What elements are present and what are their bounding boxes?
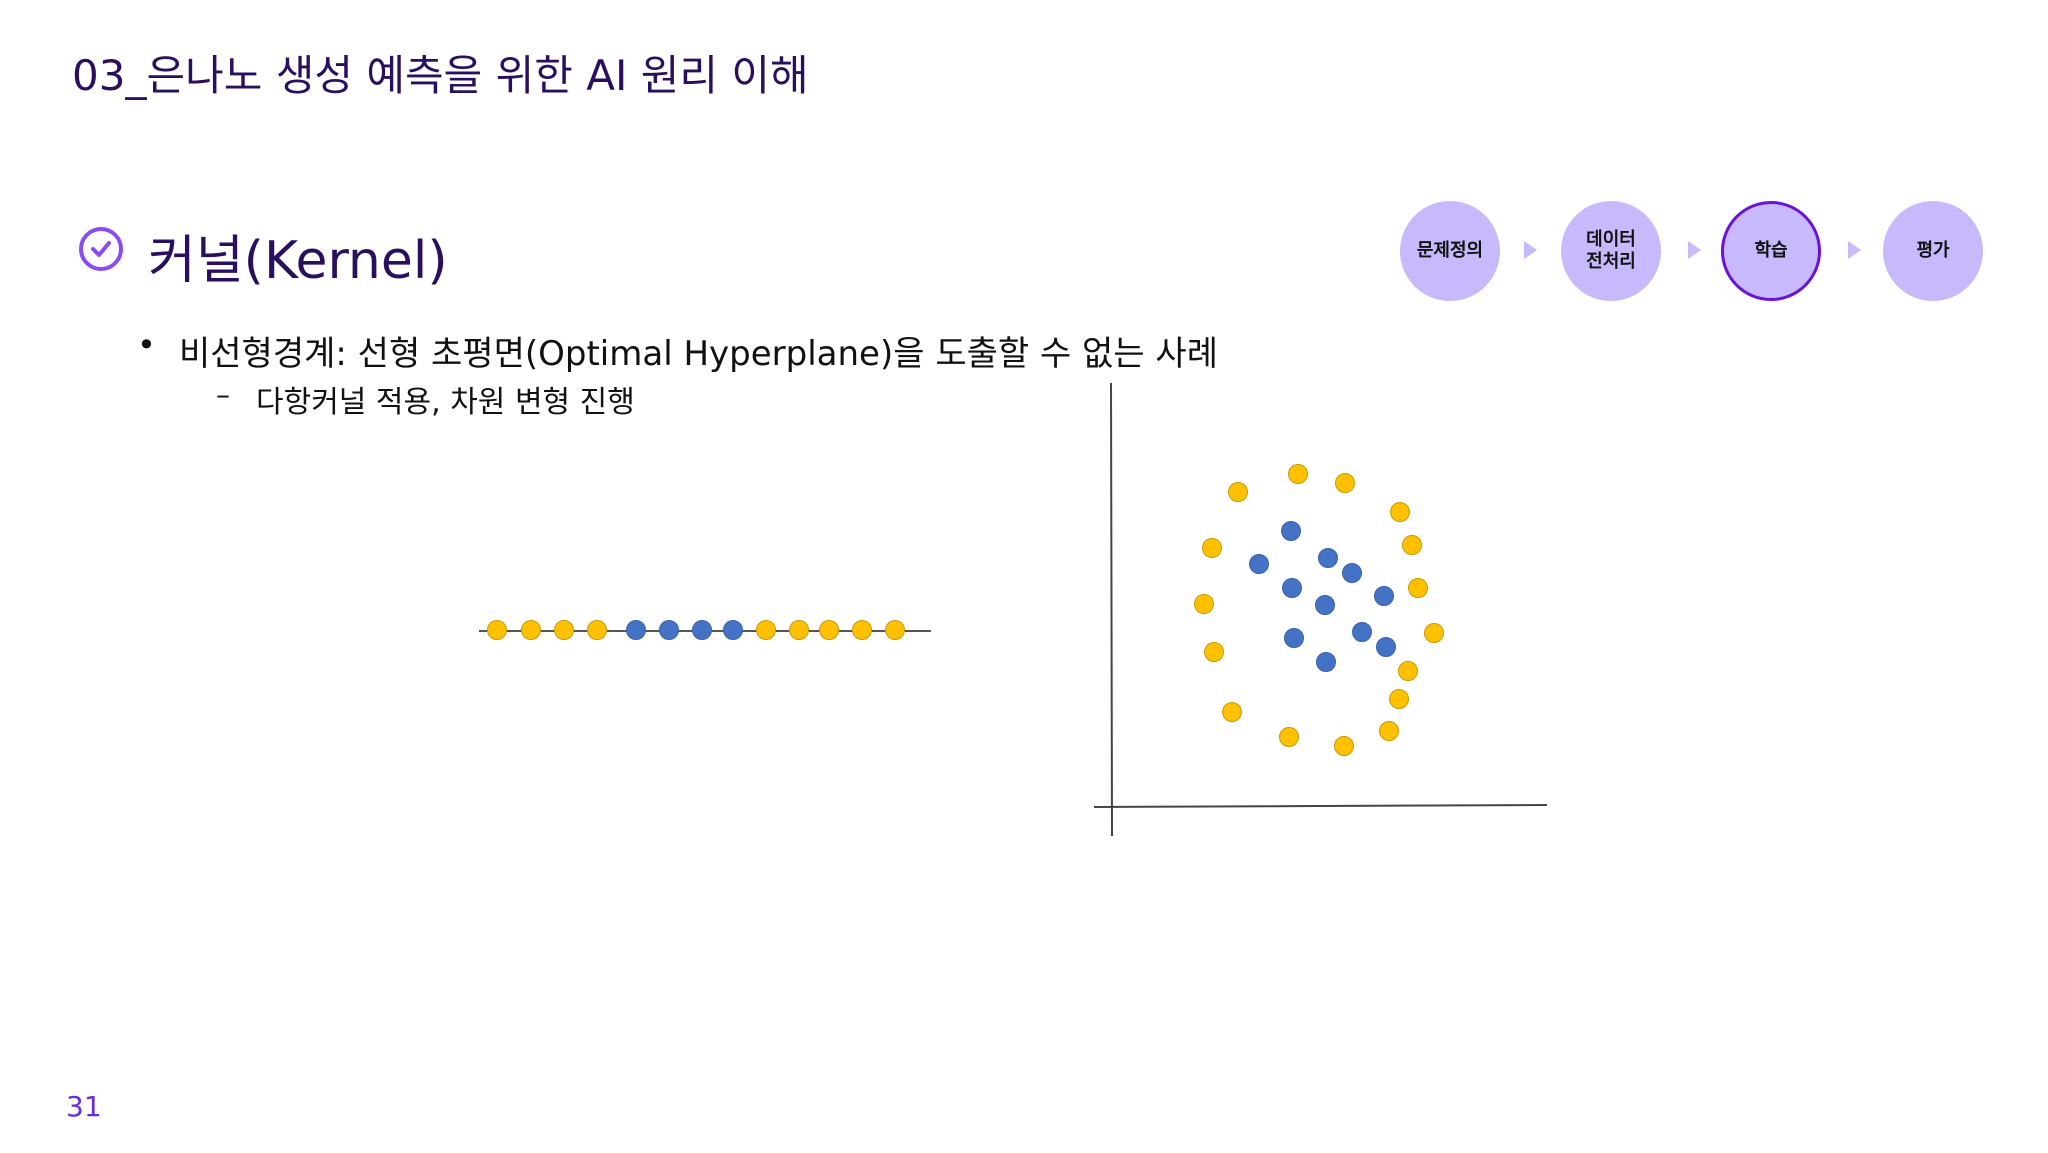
step-label: 학습 <box>1754 240 1788 261</box>
two-d-point-outer <box>1379 721 1399 741</box>
two-d-point-outer <box>1202 538 1222 558</box>
one-d-point-outer <box>885 620 905 640</box>
one-d-point-outer <box>819 620 839 640</box>
x-axis <box>1093 804 1548 808</box>
two-d-point-inner <box>1315 595 1335 615</box>
two-d-point-outer <box>1334 736 1354 756</box>
two-d-point-outer <box>1279 727 1299 747</box>
two-d-point-inner <box>1282 578 1302 598</box>
two-d-point-inner <box>1316 652 1336 672</box>
step-problem-definition: 문제정의 <box>1400 201 1500 301</box>
one-d-point-inner <box>692 620 712 640</box>
two-d-point-inner <box>1342 563 1362 583</box>
two-d-point-inner <box>1249 554 1269 574</box>
two-d-point-inner <box>1374 586 1394 606</box>
two-d-point-inner <box>1352 622 1372 642</box>
two-d-point-outer <box>1398 661 1418 681</box>
one-d-point-outer <box>487 620 507 640</box>
one-d-point-inner <box>626 620 646 640</box>
bullet-marker: • <box>137 326 156 364</box>
two-d-point-outer <box>1222 702 1242 722</box>
bullet-text: 비선형경계: 선형 초평면(Optimal Hyperplane)을 도출할 수… <box>179 334 1218 374</box>
two-d-point-outer <box>1424 623 1444 643</box>
one-d-point-outer <box>587 620 607 640</box>
arrow-right-icon <box>1688 241 1701 259</box>
step-preprocessing: 데이터 전처리 <box>1561 201 1661 301</box>
one-d-point-outer <box>789 620 809 640</box>
step-label: 데이터 전처리 <box>1586 229 1636 272</box>
two-d-point-outer <box>1204 642 1224 662</box>
two-d-point-outer <box>1228 482 1248 502</box>
one-d-point-outer <box>554 620 574 640</box>
two-d-point-outer <box>1335 473 1355 493</box>
two-d-point-inner <box>1281 521 1301 541</box>
two-d-point-outer <box>1389 689 1409 709</box>
one-d-point-outer <box>521 620 541 640</box>
check-circle-icon <box>79 227 123 271</box>
section-heading: 커널(Kernel) <box>148 231 448 291</box>
two-d-point-outer <box>1390 502 1410 522</box>
arrow-right-icon <box>1524 241 1537 259</box>
sub-bullet-text: 다항커널 적용, 차원 변형 진행 <box>256 385 635 420</box>
two-d-point-outer <box>1402 535 1422 555</box>
two-d-point-outer <box>1408 578 1428 598</box>
y-axis <box>1110 382 1113 837</box>
arrow-right-icon <box>1848 241 1861 259</box>
one-d-point-inner <box>723 620 743 640</box>
two-d-point-inner <box>1376 637 1396 657</box>
step-training: 학습 <box>1721 201 1821 301</box>
step-label: 평가 <box>1916 240 1950 261</box>
page-title: 03_은나노 생성 예측을 위한 AI 원리 이해 <box>72 51 809 100</box>
one-d-point-outer <box>852 620 872 640</box>
step-label: 문제정의 <box>1416 240 1484 261</box>
one-d-point-outer <box>756 620 776 640</box>
page-number: 31 <box>66 1090 102 1123</box>
sub-bullet-marker: – <box>216 378 230 411</box>
two-d-point-inner <box>1284 628 1304 648</box>
two-d-point-outer <box>1194 594 1214 614</box>
two-d-point-outer <box>1288 464 1308 484</box>
one-d-point-inner <box>659 620 679 640</box>
two-d-point-inner <box>1318 548 1338 568</box>
step-evaluation: 평가 <box>1883 201 1983 301</box>
